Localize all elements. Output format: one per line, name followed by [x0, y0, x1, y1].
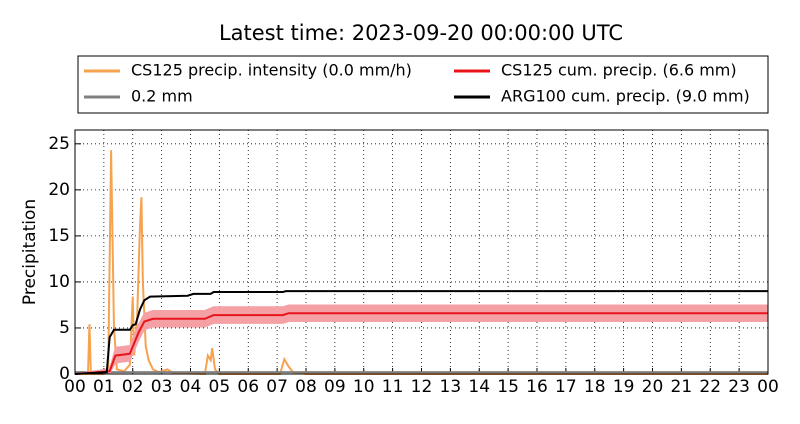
x-tick-label: 08: [295, 377, 317, 397]
x-tick-label: 18: [584, 377, 606, 397]
x-tick-label: 07: [266, 377, 288, 397]
y-tick-label: 0: [59, 364, 70, 384]
x-tick-label: 12: [411, 377, 433, 397]
x-tick-label: 17: [555, 377, 577, 397]
x-tick-label: 13: [440, 377, 462, 397]
chart-title: Latest time: 2023-09-20 00:00:00 UTC: [219, 21, 623, 45]
x-tick-label: 03: [151, 377, 173, 397]
legend-label: CS125 cum. precip. (6.6 mm): [501, 61, 737, 80]
x-tick-label: 02: [122, 377, 144, 397]
y-tick-label: 15: [48, 226, 70, 246]
x-tick-label: 09: [324, 377, 346, 397]
x-tick-label: 10: [353, 377, 375, 397]
legend-label: 0.2 mm: [131, 87, 193, 106]
y-axis-label: Precipitation: [20, 199, 40, 305]
x-tick-label: 11: [382, 377, 404, 397]
legend-box: [77, 55, 769, 114]
legend-label: ARG100 cum. precip. (9.0 mm): [501, 87, 750, 106]
x-tick-label: 01: [93, 377, 115, 397]
x-tick-label: 05: [209, 377, 231, 397]
x-tick-label: 20: [642, 377, 664, 397]
x-tick-label: 22: [699, 377, 721, 397]
series-line: [74, 290, 768, 375]
x-tick-label: 00: [64, 377, 86, 397]
y-tick-label: 10: [48, 272, 70, 292]
y-tick-label: 25: [48, 134, 70, 154]
x-tick-label: 00: [757, 377, 779, 397]
x-tick-label: 15: [497, 377, 519, 397]
x-tick-label: 16: [526, 377, 548, 397]
series-line: [74, 312, 768, 375]
legend-label: CS125 precip. intensity (0.0 mm/h): [131, 61, 412, 80]
y-tick-label: 20: [48, 180, 70, 200]
x-tick-label: 19: [613, 377, 635, 397]
y-tick-label: 5: [59, 318, 70, 338]
x-tick-label: 21: [671, 377, 693, 397]
x-tick-label: 14: [468, 377, 490, 397]
x-tick-label: 06: [237, 377, 259, 397]
x-tick-label: 23: [728, 377, 750, 397]
x-tick-label: 04: [180, 377, 202, 397]
plot-frame: [74, 129, 769, 375]
